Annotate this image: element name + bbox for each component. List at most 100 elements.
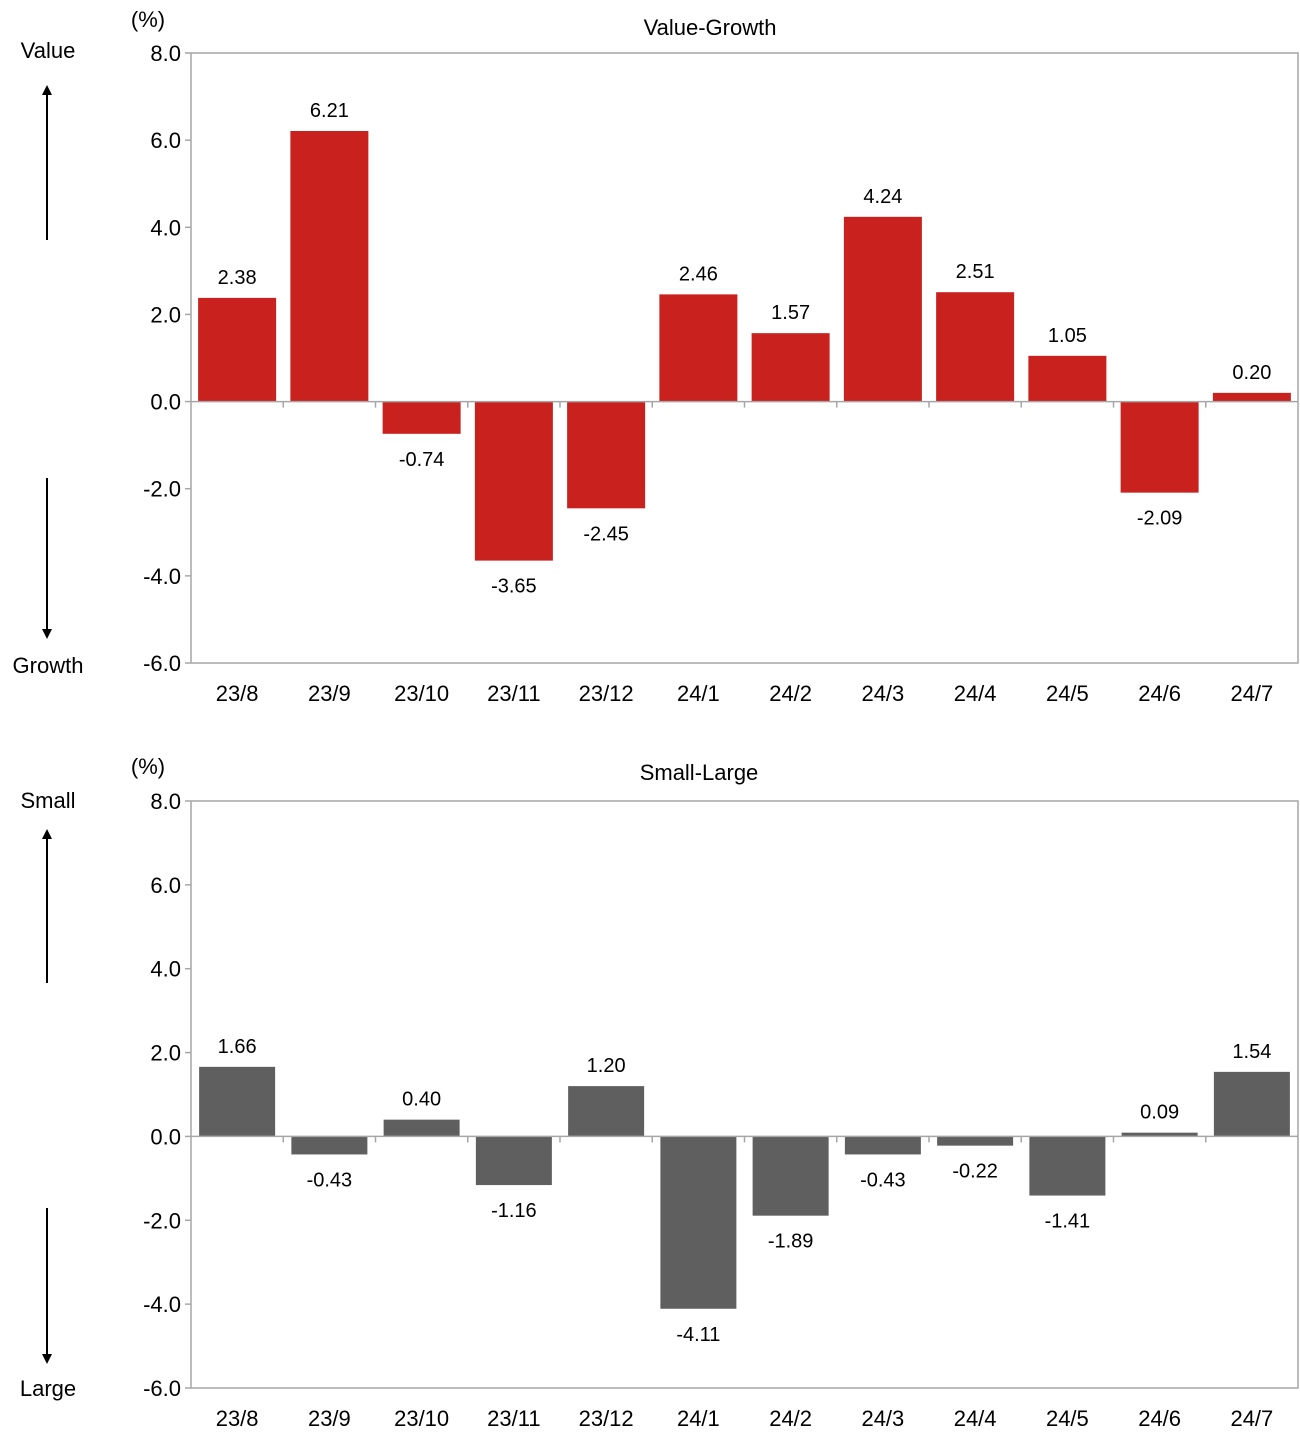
direction-label-growth: Growth [13,653,84,678]
x-tick-label: 24/2 [769,681,812,706]
data-label: 1.54 [1232,1041,1271,1063]
x-tick-label: 23/8 [216,1406,259,1431]
data-label: -0.43 [860,1169,906,1191]
bar-23-12 [568,1086,645,1137]
y-tick-label: 4.0 [150,215,181,240]
y-tick-label: 0.0 [150,390,181,415]
x-tick-label: 24/1 [677,1406,720,1431]
bar-24-7 [1212,392,1291,402]
data-label: 1.57 [771,302,810,324]
chart-value-growth: Value-Growth (%) Value Growth 8.0 6.0 4.0 2… [13,7,1299,706]
data-label: 2.46 [679,263,718,285]
data-label: 1.20 [587,1055,626,1077]
x-tick-label: 23/12 [579,1406,634,1431]
x-tick-label: 23/10 [394,1406,449,1431]
x-tick-label: 24/7 [1230,1406,1273,1431]
plot-frame [190,52,1299,664]
bar-24-6 [1121,1132,1198,1137]
y-tick-label: 6.0 [150,128,181,153]
x-tick-label: 24/1 [677,681,720,706]
x-tick-label: 24/7 [1230,681,1273,706]
bar-24-5 [1029,1136,1106,1196]
x-tick-label: 23/8 [216,681,259,706]
data-label: 0.09 [1140,1102,1179,1124]
y-tick-label: 0.0 [150,1124,181,1149]
data-label: -1.16 [491,1200,537,1222]
bar-24-5 [1028,355,1107,402]
bar-24-6 [1120,401,1199,493]
bar-23-10 [383,1119,460,1137]
bar-23-10 [382,401,461,434]
bar-24-2 [751,333,830,402]
direction-label-small: Small [20,788,75,813]
plot-area: 8.0 6.0 4.0 2.0 0.0 -2.0 -4.0 -6.0 2.38 23/8 6.21 2… [143,41,1299,706]
x-tick-label: 23/9 [308,1406,351,1431]
x-tick-label: 24/4 [954,681,997,706]
y-tick-label: 2.0 [150,302,181,327]
data-label: -0.43 [307,1169,353,1191]
y-tick-label: -2.0 [143,477,181,502]
y-tick-label: -6.0 [143,651,181,676]
bar-23-12 [567,401,646,509]
bar-23-8 [199,1066,276,1137]
y-unit-label: (%) [131,7,165,32]
y-unit-label: (%) [131,754,165,779]
data-label: 1.66 [218,1036,257,1058]
x-tick-label: 24/4 [954,1406,997,1431]
x-tick-label: 24/3 [861,681,904,706]
bar-24-1 [659,294,738,402]
data-label: -0.74 [399,449,445,471]
x-tick-label: 24/6 [1138,1406,1181,1431]
data-label: 4.24 [863,186,902,208]
data-label: -1.41 [1045,1211,1091,1233]
x-tick-label: 23/10 [394,681,449,706]
y-tick-label: -6.0 [143,1376,181,1401]
x-tick-label: 24/5 [1046,1406,1089,1431]
chart-title: Value-Growth [644,15,777,40]
data-label: 0.20 [1232,362,1271,384]
data-label: -1.89 [768,1231,814,1253]
bar-23-11 [474,401,553,561]
y-tick-label: -4.0 [143,1292,181,1317]
bar-24-1 [660,1136,737,1309]
data-label: 1.05 [1048,325,1087,347]
chart-title: Small-Large [640,760,759,785]
bar-24-3 [843,216,922,402]
bar-23-9 [290,130,369,402]
data-label: -4.11 [676,1324,720,1346]
chart-small-large: Small-Large (%) Small Large 8.0 6.0 4.0 2.0… [20,754,1299,1431]
bar-24-3 [844,1136,921,1155]
data-label: 6.21 [310,100,349,122]
data-label: -0.22 [952,1161,998,1183]
direction-label-value: Value [21,38,76,63]
data-label: -2.45 [583,523,629,545]
plot-frame [190,800,1299,1389]
data-label: -3.65 [491,576,537,598]
y-tick-label: -4.0 [143,564,181,589]
x-tick-label: 24/6 [1138,681,1181,706]
x-tick-label: 23/9 [308,681,351,706]
y-tick-label: -2.0 [143,1208,181,1233]
y-tick-label: 8.0 [150,789,181,814]
bar-24-7 [1213,1071,1290,1137]
x-tick-label: 23/11 [487,681,540,706]
plot-area: 8.0 6.0 4.0 2.0 0.0 -2.0 -4.0 -6.0 1.66 23/8 -0.43… [143,789,1299,1431]
bar-23-11 [475,1136,552,1186]
x-tick-label: 24/5 [1046,681,1089,706]
bar-24-4 [937,1136,1014,1146]
y-tick-label: 4.0 [150,957,181,982]
y-tick-label: 2.0 [150,1041,181,1066]
data-label: 0.40 [402,1089,441,1111]
data-label: 2.51 [956,261,995,283]
direction-label-large: Large [20,1376,76,1401]
y-tick-label: 6.0 [150,873,181,898]
x-tick-label: 24/2 [769,1406,812,1431]
x-tick-label: 24/3 [861,1406,904,1431]
bar-23-9 [291,1136,368,1155]
x-tick-label: 23/12 [579,681,634,706]
x-tick-label: 23/11 [487,1406,540,1431]
bar-24-2 [752,1136,829,1216]
data-label: 2.38 [218,267,257,289]
bar-24-4 [936,292,1015,402]
